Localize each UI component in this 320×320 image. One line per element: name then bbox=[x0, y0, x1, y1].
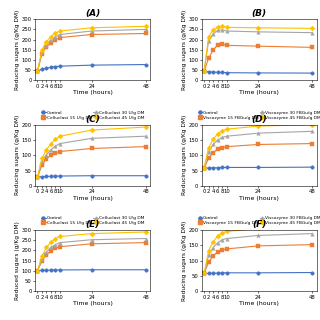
Title: (F): (F) bbox=[252, 220, 267, 229]
Y-axis label: Reducing sugars (g/Kg DM): Reducing sugars (g/Kg DM) bbox=[182, 10, 187, 90]
X-axis label: Time (hours): Time (hours) bbox=[239, 196, 279, 201]
Y-axis label: Reducing sugars (g/Kg DM): Reducing sugars (g/Kg DM) bbox=[15, 10, 20, 90]
Title: (D): (D) bbox=[252, 115, 267, 124]
X-axis label: Time (hours): Time (hours) bbox=[73, 90, 113, 95]
Title: (B): (B) bbox=[252, 9, 267, 19]
X-axis label: Time (hours): Time (hours) bbox=[73, 196, 113, 201]
X-axis label: Time (hours): Time (hours) bbox=[239, 90, 279, 95]
Y-axis label: Reducing sugars (g/Kg DM): Reducing sugars (g/Kg DM) bbox=[182, 115, 187, 196]
Title: (A): (A) bbox=[85, 9, 100, 19]
Title: (C): (C) bbox=[85, 115, 100, 124]
Legend: Control, Celluclast 15 U/g DM, Celluclast 30 U/g DM, Celluclast 45 U/g DM: Control, Celluclast 15 U/g DM, Celluclas… bbox=[41, 216, 144, 225]
Title: (E): (E) bbox=[85, 220, 100, 229]
Y-axis label: Reducing sugars (g/Kg DM): Reducing sugars (g/Kg DM) bbox=[15, 115, 20, 196]
X-axis label: Time (hours): Time (hours) bbox=[239, 301, 279, 306]
Legend: Control, Celluclast 15 U/g DM, Celluclast 30 U/g DM, Celluclast 45 U/g DM: Control, Celluclast 15 U/g DM, Celluclas… bbox=[41, 111, 144, 120]
Y-axis label: Reduced sugars (g/Kg DM): Reduced sugars (g/Kg DM) bbox=[15, 221, 20, 300]
Legend: Control, Viscozyme 15 FBGu/g DM, Viscozyme 30 FBGu/g DM, Viscozyme 45 FBGu/g DM: Control, Viscozyme 15 FBGu/g DM, Viscozy… bbox=[197, 111, 320, 120]
X-axis label: Time (hours): Time (hours) bbox=[73, 301, 113, 306]
Legend: Control, Viscozyme 15 FBGu/g DM, Viscozyme 30 FBGu/g DM, Viscozyme 45 FBGu/g DM: Control, Viscozyme 15 FBGu/g DM, Viscozy… bbox=[197, 216, 320, 225]
Y-axis label: Reducing sugars (g/Kg DM): Reducing sugars (g/Kg DM) bbox=[182, 220, 187, 301]
